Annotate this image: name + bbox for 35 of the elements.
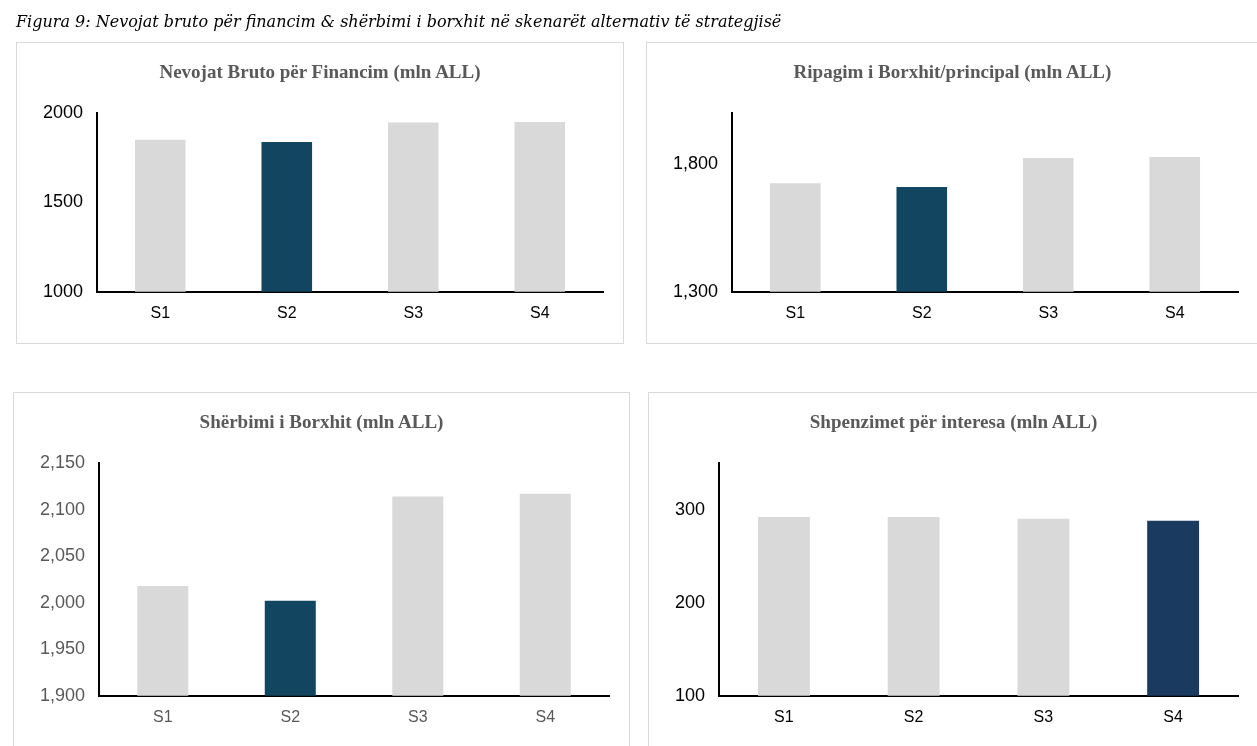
x-tick-label: S3 — [403, 303, 424, 321]
chart-title: Nevojat Bruto për Financim (mln ALL) — [158, 61, 482, 83]
y-tick-label: 2000 — [43, 101, 84, 122]
y-tick-label: 2,050 — [40, 545, 86, 566]
y-tick-label: 200 — [674, 591, 706, 612]
x-tick-label: S4 — [1164, 303, 1185, 321]
x-tick-label: S2 — [280, 707, 301, 725]
x-tick-label: S1 — [774, 707, 794, 725]
y-tick-label: 1500 — [43, 191, 84, 212]
y-tick-label: 300 — [674, 498, 706, 519]
x-tick-label: S4 — [1163, 707, 1184, 725]
y-tick-label: 1,800 — [673, 153, 719, 174]
y-tick-label: 1,300 — [673, 280, 719, 301]
chart-title: Ripagim i Borxhit/principal (mln ALL) — [792, 61, 1113, 83]
x-tick-label: S3 — [407, 707, 428, 725]
x-tick-label: S3 — [1038, 303, 1059, 321]
y-tick-label: 1000 — [43, 280, 84, 301]
chart-title: Shpenzimet për interesa (mln ALL) — [808, 411, 1099, 433]
x-tick-label: S4 — [529, 303, 550, 321]
x-tick-label: S1 — [150, 303, 171, 321]
y-tick-label: 100 — [674, 684, 706, 705]
x-tick-label: S1 — [153, 707, 173, 725]
y-tick-label: 2,150 — [40, 451, 86, 472]
x-tick-label: S2 — [903, 707, 924, 725]
x-tick-label: S2 — [911, 303, 932, 321]
text: Figura 9: Nevojat bruto për financim & shërbimi i borxhit në skenarët alternativ të strategjisë — [16, 12, 782, 31]
chart-title: Shërbimi i Borxhit (mln ALL) — [198, 411, 445, 433]
y-tick-label: 1,950 — [40, 638, 86, 659]
x-tick-label: S3 — [1033, 707, 1054, 725]
y-tick-label: 1,900 — [40, 684, 86, 705]
y-tick-label: 2,100 — [40, 498, 86, 519]
x-tick-label: S1 — [785, 303, 806, 321]
x-tick-label: S2 — [276, 303, 297, 321]
x-tick-label: S4 — [535, 707, 556, 725]
y-tick-label: 2,000 — [40, 591, 86, 612]
